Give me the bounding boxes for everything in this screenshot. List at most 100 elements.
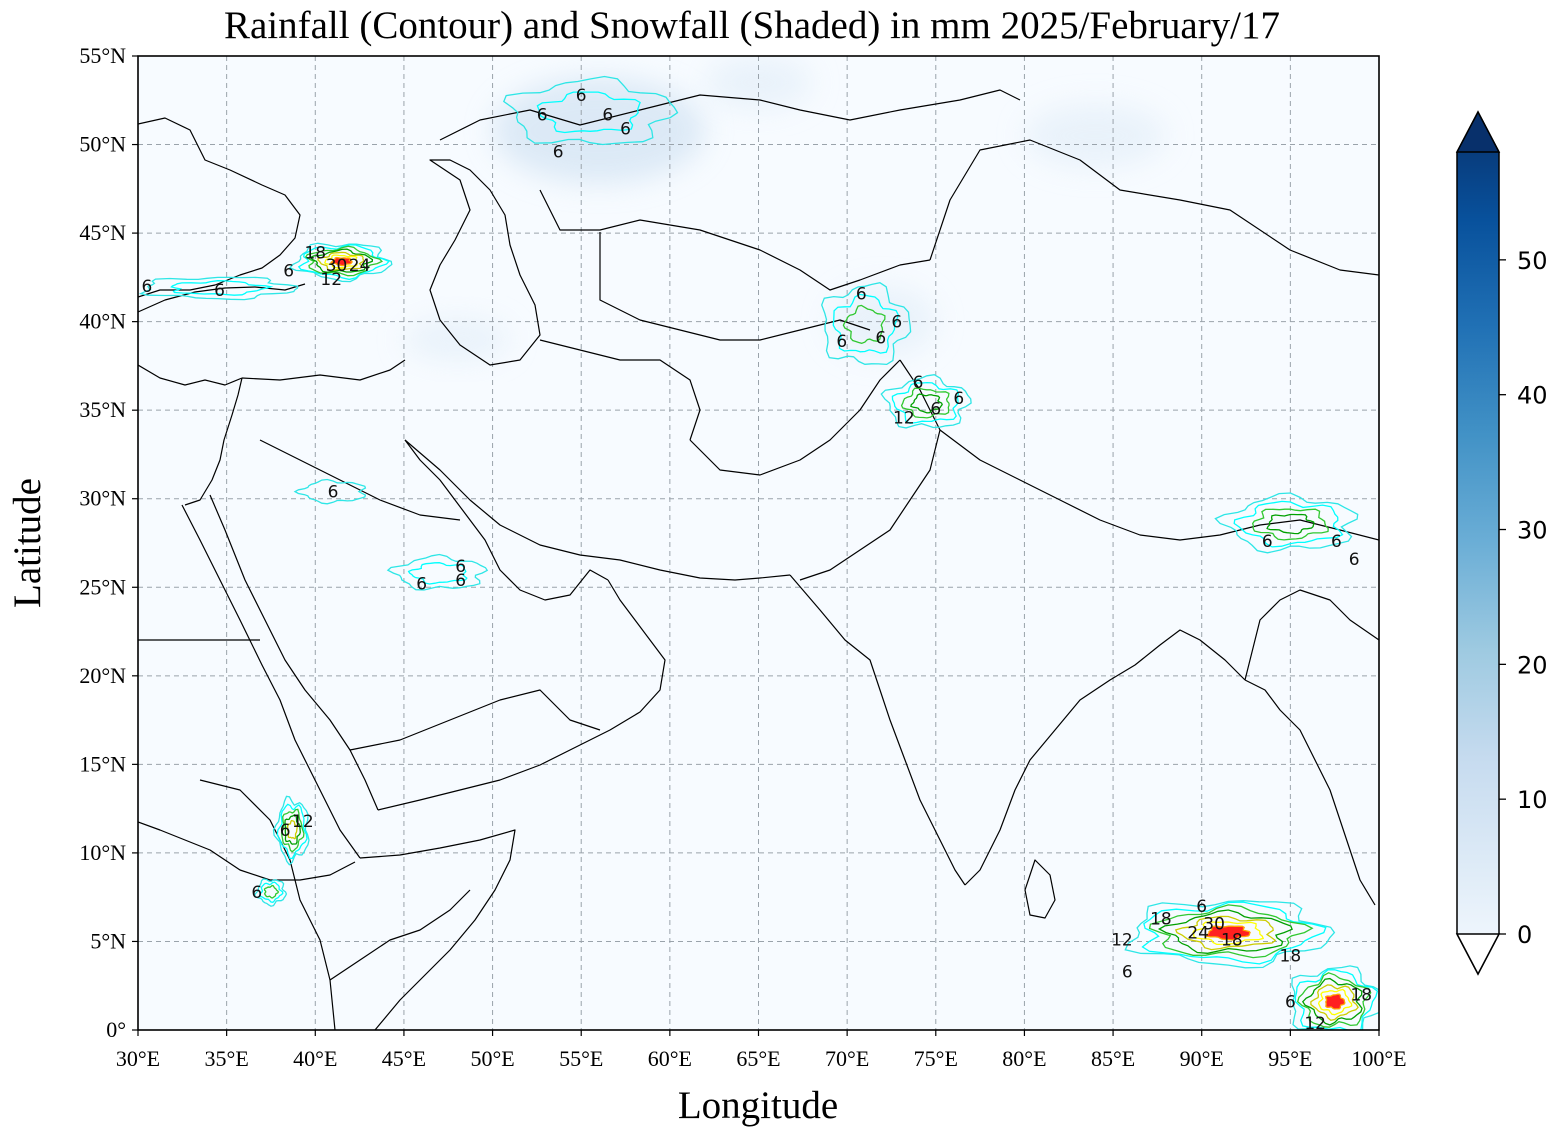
snowfall-patch: [705, 56, 812, 110]
rain-contour-group: [503, 75, 679, 146]
rain-contour: [842, 304, 886, 344]
contour-label: 6: [602, 105, 613, 125]
contour-label: 6: [953, 389, 964, 409]
coastlines-and-borders: [138, 89, 1379, 1030]
rain-contour: [263, 884, 280, 899]
rain-contour: [286, 819, 298, 840]
coastline-sri-lanka: [1024, 859, 1056, 919]
contour-label: 12: [1111, 931, 1133, 951]
contour-label: 6: [576, 86, 587, 106]
rain-contour: [304, 245, 384, 277]
contour-label: 6: [856, 284, 867, 304]
contour-label: 6: [836, 332, 847, 352]
contour-label: 6: [283, 261, 294, 281]
x-tick-label: 70°E: [825, 1046, 869, 1071]
y-axis-label: Latitude: [6, 478, 49, 608]
contour-label: 6: [1196, 897, 1207, 917]
colorbar-body: [1456, 110, 1500, 976]
colorbar-ticks: 0 10 20 30 40 50: [1499, 247, 1548, 949]
x-tick-label: 50°E: [470, 1046, 514, 1071]
colorbar-tick-label: 40: [1517, 382, 1548, 410]
contour-label: 12: [1304, 1014, 1326, 1034]
y-tick-label: 20°N: [79, 663, 126, 688]
rain-contour-group: [288, 242, 393, 283]
y-tick-label: 50°N: [79, 132, 126, 157]
rain-contour: [309, 248, 374, 273]
x-tick-label: 80°E: [1002, 1046, 1046, 1071]
x-tick-label: 60°E: [648, 1046, 692, 1071]
contour-label: 6: [913, 373, 924, 393]
rain-contour: [1301, 977, 1363, 1026]
snowfall-patch: [1024, 103, 1167, 168]
longitude-ticks: 30°E 35°E 40°E 45°E 50°E 55°E 60°E 65°E 70°E 75°E…: [116, 1030, 1407, 1071]
border-saudi-yemen: [349, 689, 601, 751]
colorbar-tick-label: 30: [1517, 517, 1548, 545]
contour-label: 6: [455, 571, 466, 591]
y-tick-label: 45°N: [79, 220, 126, 245]
rain-contour: [1324, 993, 1346, 1010]
rain-contour: [284, 814, 301, 845]
contour-label: 6: [280, 821, 291, 841]
x-tick-label: 100°E: [1351, 1046, 1406, 1071]
rain-contour: [170, 280, 274, 296]
rain-contour: [1317, 988, 1353, 1016]
rain-contour: [293, 478, 367, 505]
contour-label: 18: [1350, 986, 1372, 1006]
rain-contour: [297, 244, 390, 281]
contour-label: 6: [328, 483, 339, 503]
coastline-africa-east: [138, 821, 356, 881]
contour-label: 30: [326, 256, 348, 276]
coastline-levant: [184, 377, 243, 506]
contour-label: 6: [1349, 550, 1360, 570]
border-china-west: [929, 139, 1379, 276]
x-tick-label: 45°E: [382, 1046, 426, 1071]
rain-contour: [880, 374, 972, 429]
border-turkey-syria: [241, 359, 406, 381]
rain-contour-group: [1291, 965, 1379, 1030]
rain-contour: [1174, 915, 1277, 951]
colorbar-min-extension: [1455, 933, 1501, 976]
rain-contour: [276, 803, 308, 860]
rain-contour-group: [293, 478, 367, 505]
rain-contour: [317, 251, 365, 271]
contour-label: 6: [1331, 532, 1342, 552]
rain-contour: [1233, 500, 1344, 548]
y-tick-label: 25°N: [79, 574, 126, 599]
contour-label: 6: [416, 575, 427, 595]
rain-contour: [407, 562, 468, 585]
rain-contour: [288, 242, 393, 283]
border-kazakhstan-south: [539, 189, 931, 291]
rain-contour: [536, 91, 641, 134]
contour-label: 18: [1280, 947, 1302, 967]
contour-label: 24: [1187, 924, 1209, 944]
latitude-ticks: 0° 5°N 10°N 15°N 20°N 25°N 30°N 35°N 40°N 45°N 50°…: [79, 43, 138, 1042]
colorbar: 0 10 20 30 40 50: [1455, 110, 1548, 976]
colorbar-tick-label: 50: [1517, 247, 1548, 275]
coastline-red-sea-east: [209, 494, 379, 811]
border-afghan-pak: [689, 359, 901, 476]
rain-contour-group: [254, 878, 288, 907]
contour-label: 6: [553, 143, 564, 163]
rainfall-contours: [138, 75, 1379, 1030]
x-tick-label: 95°E: [1268, 1046, 1312, 1071]
rain-contour: [910, 393, 943, 414]
contour-label: 18: [304, 244, 326, 264]
colorbar-max-extension: [1455, 110, 1501, 153]
border-somalia-ethiopia: [329, 889, 471, 981]
border-central-asia: [599, 232, 871, 341]
rain-contour-group: [1124, 900, 1336, 969]
rain-contour-group: [880, 374, 972, 429]
contour-label: 6: [214, 281, 225, 301]
snowfall-patch: [403, 318, 511, 361]
rain-contour-group: [272, 795, 310, 866]
y-tick-label: 10°N: [79, 840, 126, 865]
rain-contour: [900, 387, 950, 419]
chart-title: Rainfall (Contour) and Snowfall (Shaded)…: [224, 4, 1280, 47]
x-tick-label: 90°E: [1180, 1046, 1224, 1071]
colorbar-tick-label: 20: [1517, 651, 1548, 679]
colorbar-tick-label: 0: [1517, 921, 1532, 949]
contour-label: 6: [875, 329, 886, 349]
contour-label: 6: [930, 399, 941, 419]
x-tick-label: 65°E: [736, 1046, 780, 1071]
